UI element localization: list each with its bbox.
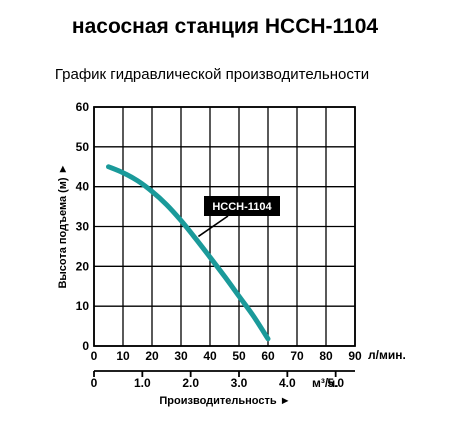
y-tick-label-20: 20 — [76, 259, 90, 273]
plot-frame — [93, 106, 356, 347]
x-tick-label-20: 20 — [145, 349, 159, 363]
x-tick-label-80: 80 — [319, 349, 333, 363]
series-line-0 — [106, 164, 271, 342]
x-tick-label-0: 0 — [91, 349, 98, 363]
x-unit-top: л/мин. — [368, 348, 406, 362]
x-tick-label-90: 90 — [348, 349, 362, 363]
x-tick-label-70: 70 — [290, 349, 304, 363]
y-tick-label-30: 30 — [76, 220, 90, 234]
x-tick-label-40: 40 — [203, 349, 217, 363]
secondary-x-tick-label-0: 0 — [91, 376, 98, 390]
secondary-x-tick-label-5.0: 5.0 — [327, 376, 344, 390]
secondary-x-tick-label-3.0: 3.0 — [231, 376, 248, 390]
secondary-x-tick-label-1.0: 1.0 — [134, 376, 151, 390]
x-unit-bottom: м³/ч. — [312, 376, 339, 390]
series-label: НССН-1104 — [212, 201, 272, 213]
secondary-x-tick-label-2.0: 2.0 — [182, 376, 199, 390]
chart-subtitle: График гидравлической производительности — [55, 66, 369, 83]
x-tick-label-50: 50 — [232, 349, 246, 363]
grid-layer — [93, 106, 356, 347]
y-tick-label-50: 50 — [76, 140, 90, 154]
y-tick-label-60: 60 — [76, 100, 90, 114]
x-tick-label-60: 60 — [261, 349, 275, 363]
series-label-leader — [197, 215, 229, 238]
series-layer: НССН-1104 — [106, 164, 280, 342]
secondary-x-tick-label-4.0: 4.0 — [279, 376, 296, 390]
y-tick-label-10: 10 — [76, 299, 90, 313]
series-label-box — [204, 196, 280, 216]
chart-main-title: насосная станция НССН-1104 — [72, 15, 378, 38]
y-axis-label: Высота подъема (м) ► — [57, 163, 69, 288]
x-tick-label-10: 10 — [116, 349, 130, 363]
tick-layer: 0 10 20 30 40 50 60 70 80 90 0 10 20 30 40 50 60 0 1.0 2.0 3… — [76, 100, 362, 390]
y-tick-label-40: 40 — [76, 180, 90, 194]
x-axis-label: Производительность ► — [159, 395, 290, 407]
y-tick-label-0: 0 — [82, 339, 89, 353]
x-tick-label-30: 30 — [174, 349, 188, 363]
